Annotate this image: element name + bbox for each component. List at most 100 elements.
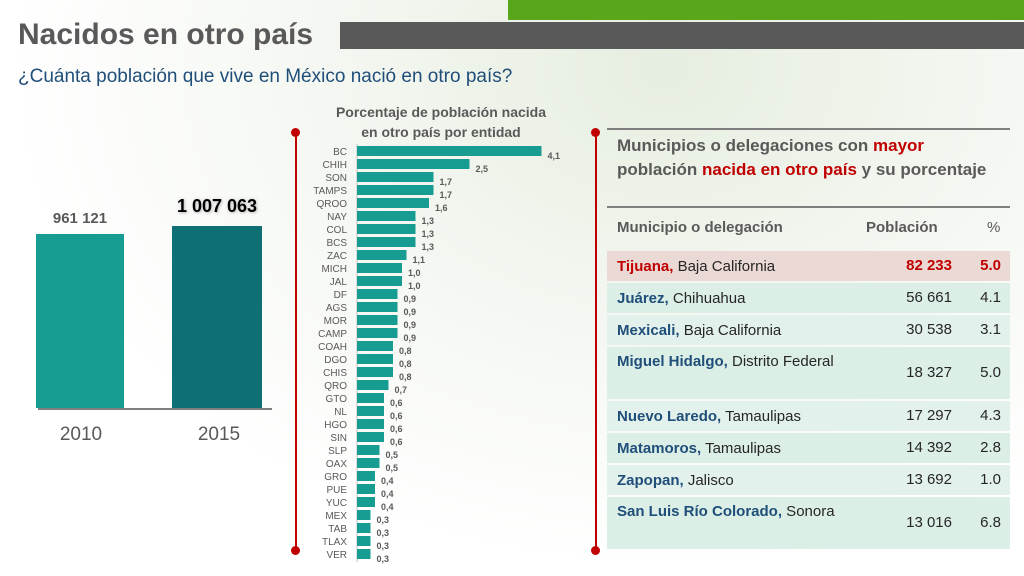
separator-dot <box>291 128 300 137</box>
bar-tamps <box>357 185 434 195</box>
category-label-ags: AGS <box>326 303 347 314</box>
population-cell: 13 016 <box>906 514 952 531</box>
bar-yuc <box>357 497 375 507</box>
separator-dot <box>291 546 300 555</box>
municipio-cell: San Luis Río Colorado, Sonora <box>617 502 847 522</box>
municipio-cell: Zapopan, Jalisco <box>617 471 847 491</box>
value-label-sin: 0,6 <box>390 437 403 447</box>
bar-sin <box>357 432 384 442</box>
category-label-yuc: YUC <box>326 498 347 509</box>
percent-cell: 4.3 <box>980 407 1001 424</box>
value-label-jal: 1,0 <box>408 281 421 291</box>
state-name: Baja California <box>673 258 776 275</box>
bar-chis <box>357 367 393 377</box>
category-label-2015: 2015 <box>197 424 241 445</box>
category-label-mor: MOR <box>324 316 347 327</box>
bar-chih <box>357 159 470 169</box>
table-title-highlight: nacida en otro país <box>702 160 857 179</box>
bar-oax <box>357 458 380 468</box>
value-label-bcs: 1,3 <box>422 242 435 252</box>
table-row: Nuevo Laredo, Tamaulipas 17 297 4.3 <box>607 401 1010 431</box>
municipio-cell: Tijuana, Baja California <box>617 257 847 277</box>
table-title-part: Municipios o delegaciones con <box>617 136 873 155</box>
state-name: Baja California <box>679 322 782 339</box>
percent-cell: 5.0 <box>980 364 1001 381</box>
state-chart-title-line: en otro país por entidad <box>361 124 521 140</box>
category-label-pue: PUE <box>326 485 347 496</box>
separator-line-left <box>295 132 297 550</box>
category-label-oax: OAX <box>326 459 347 470</box>
bar-slp <box>357 445 380 455</box>
municipio-name: Matamoros, <box>617 440 702 457</box>
category-label-col: COL <box>326 225 347 236</box>
bar-2015 <box>172 225 262 408</box>
value-label-tamps: 1,7 <box>440 190 453 200</box>
state-name: Chihuahua <box>668 290 746 307</box>
percent-cell: 3.1 <box>980 321 1001 338</box>
value-label-gto: 0,6 <box>390 398 403 408</box>
value-label-gro: 0,4 <box>381 476 394 486</box>
category-label-mich: MICH <box>321 264 347 275</box>
municipio-name: Mexicali, <box>617 322 680 339</box>
state-name: Tamaulipas <box>721 408 801 425</box>
table-row: Miguel Hidalgo, Distrito Federal 18 327 5.… <box>607 347 1010 399</box>
bar-nl <box>357 406 384 416</box>
value-label-tab: 0,3 <box>377 528 390 538</box>
category-label-dgo: DGO <box>324 355 347 366</box>
municipio-name: Miguel Hidalgo, <box>617 353 728 370</box>
column-header-municipio: Municipio o delegación <box>617 219 783 236</box>
value-label-camp: 0,9 <box>404 333 417 343</box>
bar-dgo <box>357 354 393 364</box>
value-label-mor: 0,9 <box>404 320 417 330</box>
value-label-nl: 0,6 <box>390 411 403 421</box>
value-label-dgo: 0,8 <box>399 359 412 369</box>
percent-cell: 1.0 <box>980 471 1001 488</box>
category-label-slp: SLP <box>328 446 347 457</box>
value-label-mex: 0,3 <box>377 515 390 525</box>
green-header-strip <box>508 0 1024 20</box>
category-label-tab: TAB <box>328 524 347 535</box>
separator-dot <box>591 128 600 137</box>
state-chart-title-line: Porcentaje de población nacida <box>335 104 547 120</box>
bar-jal <box>357 276 402 286</box>
table-header-rule <box>607 206 1010 208</box>
value-label-slp: 0,5 <box>386 450 399 460</box>
population-cell: 17 297 <box>906 407 952 424</box>
bar-bc <box>357 146 542 156</box>
value-label-pue: 0,4 <box>381 489 394 499</box>
title-bar-decoration <box>340 22 1024 49</box>
bar-camp <box>357 328 398 338</box>
column-header-percent: % <box>987 219 1001 236</box>
state-name: Sonora <box>782 503 835 520</box>
category-label-sin: SIN <box>330 433 347 444</box>
value-label-son: 1,7 <box>440 177 453 187</box>
municipio-name: Juárez, <box>617 290 669 307</box>
value-label-2015: 1 007 063 <box>176 195 258 216</box>
value-label-df: 0,9 <box>404 294 417 304</box>
table-title-part: y su porcentaje <box>856 160 987 179</box>
category-label-qro: QRO <box>324 381 347 392</box>
bar-mich <box>357 263 402 273</box>
value-label-coah: 0,8 <box>399 346 412 356</box>
state-name: Distrito Federal <box>727 353 834 370</box>
category-label-chis: CHIS <box>323 368 347 379</box>
bar-tab <box>357 523 371 533</box>
population-cell: 82 233 <box>906 257 952 274</box>
percent-cell: 6.8 <box>980 514 1001 531</box>
category-label-jal: JAL <box>330 277 348 288</box>
municipio-cell: Nuevo Laredo, Tamaulipas <box>617 407 847 427</box>
percent-cell: 2.8 <box>980 439 1001 456</box>
table-row: Mexicali, Baja California 30 538 3.1 <box>607 315 1010 345</box>
yearly-total-chart: 961 121 1 007 063 2010 2015 <box>36 150 276 450</box>
population-cell: 14 392 <box>906 439 952 456</box>
column-header-poblacion: Población <box>866 219 938 236</box>
category-label-gto: GTO <box>326 394 348 405</box>
value-label-nay: 1,3 <box>422 216 435 226</box>
municipio-cell: Miguel Hidalgo, Distrito Federal <box>617 352 847 372</box>
municipio-name: Tijuana, <box>617 258 674 275</box>
bar-zac <box>357 250 407 260</box>
value-label-col: 1,3 <box>422 229 435 239</box>
bar-hgo <box>357 419 384 429</box>
category-label-tamps: TAMPS <box>313 186 347 197</box>
municipio-cell: Juárez, Chihuahua <box>617 289 847 309</box>
